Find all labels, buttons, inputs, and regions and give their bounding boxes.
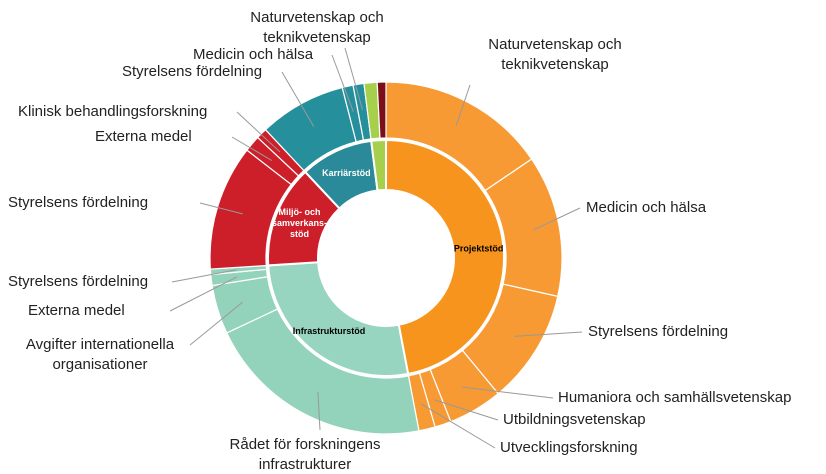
leader-line xyxy=(231,136,273,162)
segment-label: Naturvetenskap och xyxy=(250,9,383,26)
inner-label: Projektstöd xyxy=(454,244,504,254)
segment-label: Naturvetenskap och xyxy=(488,36,621,53)
segment-label: organisationer xyxy=(52,356,147,373)
leader-line xyxy=(169,276,238,312)
leader-line xyxy=(420,403,496,449)
segment-label: infrastrukturer xyxy=(259,456,352,473)
leader-line xyxy=(317,391,321,431)
segment-label: Externa medel xyxy=(28,302,125,319)
segment-label: Styrelsens fördelning xyxy=(122,63,262,80)
inner-label: Infrastrukturstöd xyxy=(293,326,366,336)
segment-label: Medicin och hälsa xyxy=(193,46,314,63)
segment-label: Medicin och hälsa xyxy=(586,199,707,216)
segment-label: Styrelsens fördelning xyxy=(8,273,148,290)
leader-line xyxy=(171,269,237,283)
leader-line xyxy=(462,386,554,399)
leader-line xyxy=(455,84,471,126)
leader-line xyxy=(344,47,364,110)
segment-label: Externa medel xyxy=(95,128,192,145)
segment-label: teknikvetenskap xyxy=(501,56,609,73)
segment-label: Rådet för forskningens xyxy=(230,436,381,453)
leader-line xyxy=(189,301,243,346)
outer-segment xyxy=(376,81,387,139)
leader-line xyxy=(533,207,581,231)
segment-label: Utbildningsvetenskap xyxy=(503,411,646,428)
leader-line xyxy=(331,54,354,112)
segment-label: Styrelsens fördelning xyxy=(8,194,148,211)
segment-label: Klinisk behandlingsforskning xyxy=(18,103,207,120)
inner-label: stöd xyxy=(290,229,309,239)
inner-label: Miljö- och xyxy=(279,207,321,217)
leader-line xyxy=(199,202,243,215)
segment-label: Humaniora och samhällsvetenskap xyxy=(558,389,791,406)
leader-line xyxy=(281,71,315,127)
segment-label: Avgifter internationella xyxy=(26,336,175,353)
segment-label: Styrelsens fördelning xyxy=(588,323,728,340)
leader-line xyxy=(513,331,583,337)
leader-line xyxy=(434,399,499,421)
leader-line xyxy=(236,111,281,153)
inner-label: samverkans- xyxy=(272,218,327,228)
segment-label: Utvecklingsforskning xyxy=(500,439,638,456)
segment-label: teknikvetenskap xyxy=(263,29,371,46)
inner-label: Karriärstöd xyxy=(322,168,371,178)
center-hole xyxy=(318,190,454,326)
